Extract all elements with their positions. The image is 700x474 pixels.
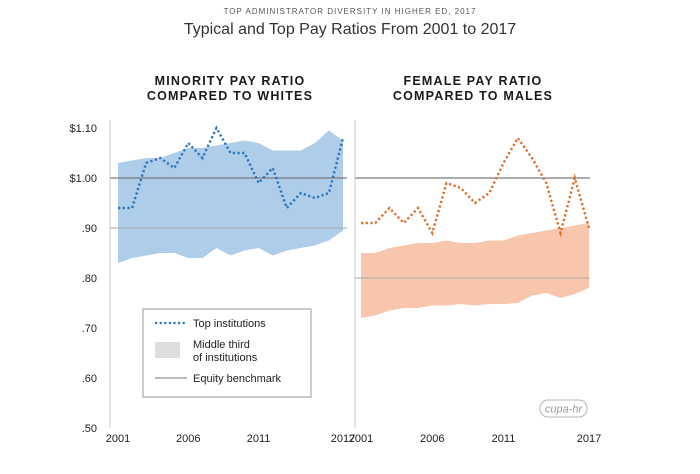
y-axis: .50 .60 .70 .80 .90 $1.00 $1.10 bbox=[69, 123, 97, 435]
minority-x-tick-label: 2017 bbox=[331, 433, 355, 445]
legend-middle-label-line1: Middle third bbox=[193, 339, 250, 351]
y-tick-label: $1.00 bbox=[69, 173, 97, 185]
female-panel: FEMALE PAY RATIO COMPARED TO MALES 2001 2… bbox=[349, 74, 601, 445]
legend-middle-swatch bbox=[155, 342, 180, 358]
female-x-tick-label: 2006 bbox=[420, 433, 444, 445]
female-x-tick-label: 2017 bbox=[577, 433, 601, 445]
minority-top-institutions-line bbox=[118, 125, 345, 211]
minority-panel-title-line1: MINORITY PAY RATIO bbox=[155, 74, 306, 88]
minority-panel: MINORITY PAY RATIO COMPARED TO WHITES 20… bbox=[106, 74, 355, 445]
logo-outline bbox=[539, 399, 588, 418]
y-tick-label: $1.10 bbox=[69, 123, 97, 135]
y-tick-label: .80 bbox=[82, 273, 97, 285]
minority-panel-title-line2: COMPARED TO WHITES bbox=[147, 89, 313, 103]
legend-middle-label-line2: of institutions bbox=[193, 352, 258, 364]
minority-middle-third-band bbox=[118, 130, 343, 263]
legend-top-label: Top institutions bbox=[193, 318, 266, 330]
legend: Top institutions Middle third of institu… bbox=[142, 308, 312, 398]
chart-kicker: TOP ADMINISTRATOR DIVERSITY IN HIGHER ED… bbox=[224, 7, 477, 16]
female-x-tick-label: 2001 bbox=[349, 433, 373, 445]
legend-equity-label: Equity benchmark bbox=[193, 373, 282, 385]
female-top-institutions-line bbox=[361, 135, 591, 238]
y-tick-label: .70 bbox=[82, 323, 97, 335]
minority-x-tick-label: 2011 bbox=[247, 433, 271, 445]
y-tick-label: .50 bbox=[82, 423, 97, 435]
chart-title: Typical and Top Pay Ratios From 2001 to … bbox=[184, 21, 516, 38]
female-panel-title-line1: FEMALE PAY RATIO bbox=[404, 74, 543, 88]
minority-x-tick-label: 2006 bbox=[176, 433, 200, 445]
minority-x-tick-label: 2001 bbox=[106, 433, 130, 445]
logo-text: cupa-hr bbox=[545, 404, 584, 416]
female-panel-title-line2: COMPARED TO MALES bbox=[393, 89, 553, 103]
female-middle-third-band bbox=[361, 223, 589, 318]
y-tick-label: .60 bbox=[82, 373, 97, 385]
female-x-tick-label: 2011 bbox=[492, 433, 516, 445]
cupa-hr-logo: cupa-hr bbox=[539, 399, 588, 418]
y-tick-label: .90 bbox=[82, 223, 97, 235]
